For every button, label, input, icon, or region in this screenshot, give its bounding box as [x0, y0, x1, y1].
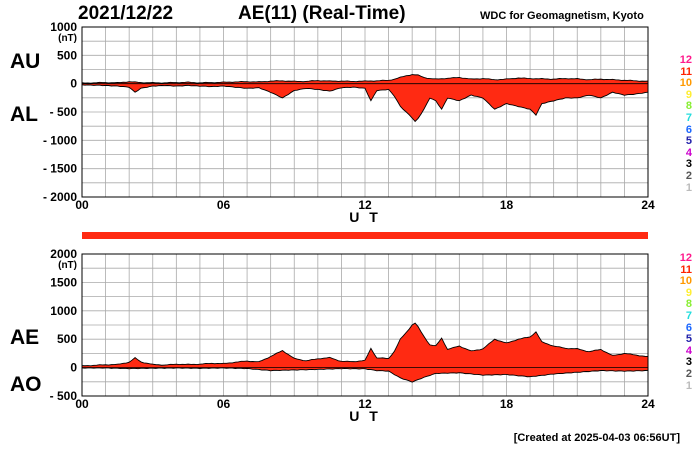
station-count-6: 6 [685, 321, 692, 334]
station-count-9: 9 [685, 88, 692, 101]
bottom-panel-x-tick-label: 24 [641, 397, 655, 411]
station-count-6: 6 [685, 123, 692, 136]
top-panel-y-tick-label: 1000 [50, 20, 77, 34]
station-count-7: 7 [685, 309, 692, 322]
chart-date: 2021/12/22 [78, 3, 174, 24]
top-panel-plot-frame [81, 26, 649, 198]
bottom-panel-x-tick-label: 06 [217, 397, 231, 411]
station-count-1: 1 [685, 379, 692, 392]
top-panel-y-tick-label: - 1500 [43, 162, 77, 176]
station-count-8: 8 [685, 100, 692, 113]
top-panel-x-tick-label: 06 [217, 198, 231, 212]
station-count-8: 8 [685, 298, 692, 311]
top-panel-y-tick-label: - 500 [50, 105, 78, 119]
top-panel-y-tick-label: - 2000 [43, 190, 77, 204]
station-count-7: 7 [685, 111, 692, 124]
top-panel-x-tick-label: 18 [500, 198, 514, 212]
bottom-panel-x-tick-label: 00 [75, 397, 89, 411]
ae-series-label: AE [10, 326, 40, 349]
station-count-2: 2 [685, 367, 692, 380]
top-panel-au-series-line [81, 74, 649, 84]
al-series-label: AL [10, 103, 38, 126]
station-count-12: 12 [679, 252, 692, 264]
bottom-panel-y-tick-label: 500 [57, 332, 77, 346]
top-panel-y-tick-label: - 1000 [43, 133, 77, 147]
station-count-legend-top: 12 11 10 9 8 7 6 5 4 3 2 1 [679, 54, 692, 194]
station-count-4: 4 [685, 146, 692, 159]
station-count-11: 11 [680, 65, 692, 78]
created-timestamp: [Created at 2025-04-03 06:56UT] [513, 432, 680, 444]
bottom-panel-y-tick-label: 1000 [50, 304, 77, 318]
station-count-11: 11 [680, 263, 692, 276]
bottom-panel-ae-series-line [81, 322, 649, 367]
station-count-9: 9 [685, 286, 692, 299]
top-panel-x-tick-label: 12 [358, 198, 372, 212]
bottom-panel-x-tick-label: 18 [500, 397, 514, 411]
top-panel-y-tick-label: 0 [70, 77, 77, 91]
station-count-12: 12 [679, 54, 692, 66]
top-panel-envelope-area [82, 74, 648, 122]
top-panel-x-tick-label: 00 [75, 198, 89, 212]
station-count-10: 10 [679, 275, 692, 288]
top-panel-x-tick-label: 24 [641, 198, 655, 212]
ao-series-label: AO [10, 373, 42, 396]
bottom-panel-x-tick-label: 12 [358, 397, 372, 411]
station-count-3: 3 [685, 158, 692, 171]
top-panel-unit-label: (nT) [58, 33, 77, 44]
au-series-label: AU [10, 50, 41, 73]
station-count-10: 10 [679, 77, 692, 90]
bottom-panel-y-tick-label: - 500 [50, 389, 78, 403]
station-count-1: 1 [685, 181, 692, 194]
station-count-5: 5 [685, 333, 692, 346]
station-count-5: 5 [685, 135, 692, 148]
panel-separator-bar [82, 232, 648, 239]
top-panel-al-series-line [81, 84, 649, 123]
bottom-panel-y-tick-label: 1500 [50, 275, 77, 289]
station-count-legend-bottom: 12 11 10 9 8 7 6 5 4 3 2 1 [679, 252, 692, 392]
data-source-label: WDC for Geomagnetism, Kyoto [480, 10, 644, 22]
chart-title: AE(11) (Real-Time) [238, 3, 406, 24]
bottom-panel-unit-label: (nT) [58, 260, 77, 271]
bottom-panel-y-tick-label: 2000 [50, 247, 77, 261]
bottom-panel-y-tick-label: 0 [70, 361, 77, 375]
top-panel-y-tick-label: 500 [57, 48, 77, 62]
top-panel-x-axis-title: U T [349, 209, 381, 225]
station-count-3: 3 [685, 356, 692, 369]
bottom-panel-plot-frame [81, 253, 649, 397]
bottom-panel-x-axis-title: U T [349, 408, 381, 424]
station-count-4: 4 [685, 344, 692, 357]
station-count-2: 2 [685, 169, 692, 182]
